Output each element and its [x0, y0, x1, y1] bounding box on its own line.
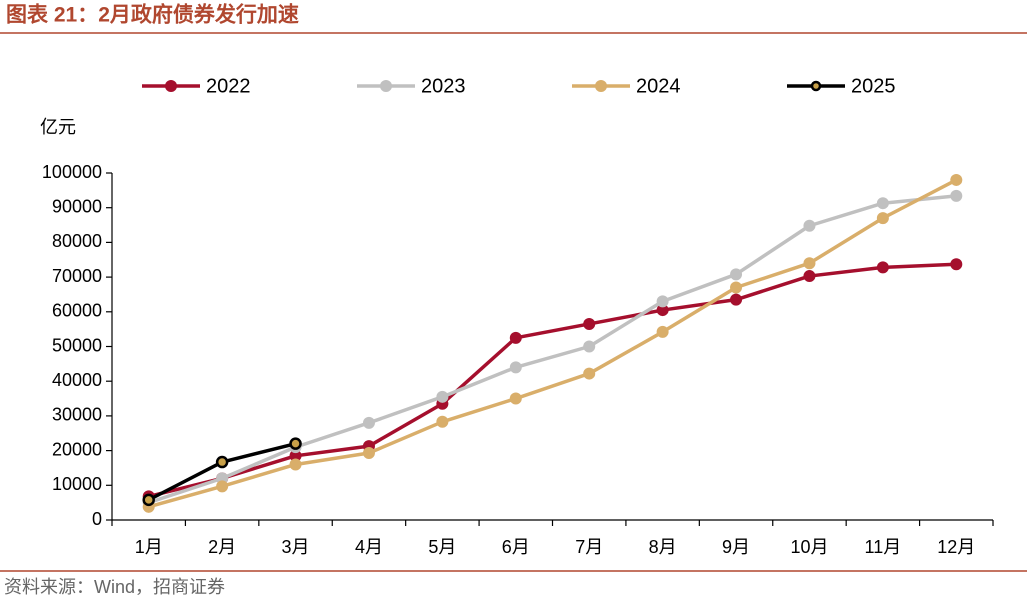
x-tick-label: 10月 [790, 537, 828, 557]
y-tick-label: 20000 [52, 439, 102, 459]
marker [803, 270, 816, 283]
legend-marker [595, 80, 607, 92]
legend-marker [165, 80, 177, 92]
marker [803, 257, 816, 270]
marker [876, 197, 889, 210]
marker [656, 295, 669, 308]
marker [509, 361, 522, 374]
y-tick-label: 80000 [52, 231, 102, 251]
y-tick-label: 30000 [52, 405, 102, 425]
y-tick-label: 60000 [52, 301, 102, 321]
x-tick-label: 4月 [355, 537, 383, 557]
marker [289, 458, 302, 471]
y-tick-label: 90000 [52, 196, 102, 216]
marker [289, 437, 302, 450]
legend-label: 2022 [206, 75, 251, 97]
x-tick-label: 11月 [865, 537, 902, 557]
marker [950, 173, 963, 186]
legend-label: 2023 [421, 75, 466, 97]
marker [362, 416, 375, 429]
marker [142, 493, 155, 507]
y-tick-label: 50000 [52, 335, 102, 355]
marker [583, 367, 596, 380]
chart-title: 图表 21：2月政府债券发行加速 [6, 3, 299, 27]
x-tick-label: 2月 [208, 537, 236, 557]
y-tick-label: 0 [92, 509, 102, 529]
marker [583, 317, 596, 330]
marker [730, 268, 743, 281]
x-tick-label: 12月 [937, 537, 975, 557]
marker [803, 219, 816, 232]
marker [876, 212, 889, 225]
x-tick-label: 7月 [575, 537, 603, 557]
x-tick-label: 8月 [649, 537, 677, 557]
marker [509, 392, 522, 405]
marker [950, 189, 963, 202]
marker [436, 415, 449, 428]
y-tick-label: 40000 [52, 370, 102, 390]
marker [289, 449, 302, 462]
marker [215, 455, 229, 469]
y-axis-label: 亿元 [40, 117, 76, 137]
legend-label: 2025 [851, 75, 896, 97]
legend-marker [380, 80, 392, 92]
marker [730, 293, 743, 306]
marker [876, 261, 889, 274]
y-tick-label: 10000 [52, 474, 102, 494]
marker [730, 281, 743, 294]
source: 资料来源：Wind，招商证券 [4, 577, 225, 597]
series-line [148, 194, 957, 505]
series-line [148, 262, 957, 499]
marker [656, 304, 669, 317]
legend-marker [810, 80, 822, 92]
x-tick-label: 9月 [722, 537, 750, 557]
marker [656, 325, 669, 338]
marker [509, 331, 522, 344]
marker [583, 340, 596, 353]
x-tick-label: 1月 [135, 537, 163, 557]
legend-label: 2024 [636, 75, 681, 97]
x-tick-label: 3月 [282, 537, 310, 557]
y-tick-label: 70000 [52, 266, 102, 286]
y-tick-label: 100000 [42, 162, 102, 182]
x-tick-label: 6月 [502, 537, 530, 557]
x-tick-label: 5月 [428, 537, 456, 557]
marker [950, 258, 963, 271]
marker [216, 480, 229, 493]
marker [436, 390, 449, 403]
series-line [148, 178, 958, 509]
marker [362, 447, 375, 460]
